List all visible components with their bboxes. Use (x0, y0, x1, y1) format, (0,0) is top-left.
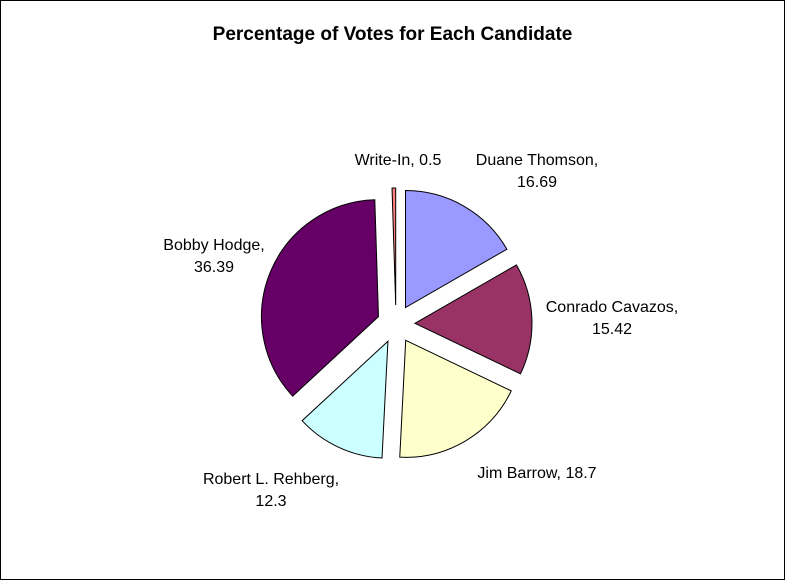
slice-label-write-in: Write-In, 0.5 (355, 152, 442, 169)
pie-slice-robert-l-rehberg (301, 340, 389, 459)
slice-label-conrado-cavazos: Conrado Cavazos, 15.42 (546, 299, 679, 338)
pie-slice-conrado-cavazos (413, 264, 533, 375)
pie-slice-write-in (391, 187, 397, 306)
chart-title: Percentage of Votes for Each Candidate (212, 24, 573, 45)
slice-label-duane-thomson: Duane Thomson, 16.69 (476, 152, 598, 191)
slice-label-jim-barrow: Jim Barrow, 18.7 (477, 465, 596, 482)
slice-label-robert-l-rehberg: Robert L. Rehberg, 12.3 (203, 471, 339, 510)
pie-slice-jim-barrow (399, 339, 512, 458)
slice-label-bobby-hodge: Bobby Hodge, 36.39 (163, 237, 264, 276)
pie-slice-duane-thomson (405, 190, 508, 309)
pie-slice-bobby-hodge (260, 199, 379, 397)
